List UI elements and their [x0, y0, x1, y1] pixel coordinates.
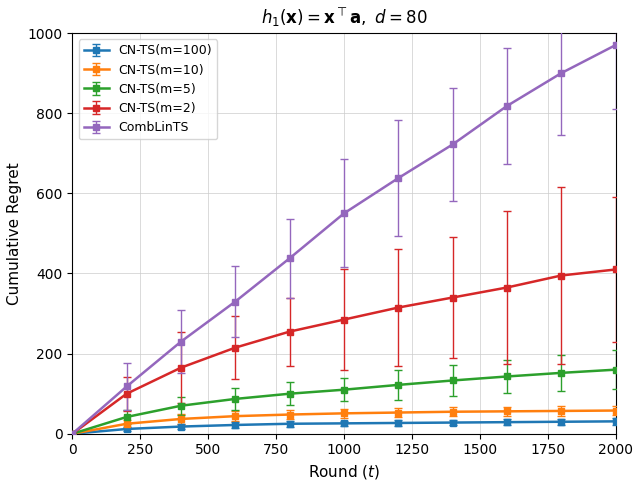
X-axis label: Round ($t$): Round ($t$): [308, 463, 380, 481]
Legend: CN-TS(m=100), CN-TS(m=10), CN-TS(m=5), CN-TS(m=2), CombLinTS: CN-TS(m=100), CN-TS(m=10), CN-TS(m=5), C…: [79, 40, 217, 140]
Title: $h_1(\mathbf{x}) = \mathbf{x}^\top\mathbf{a},\ d{=}80$: $h_1(\mathbf{x}) = \mathbf{x}^\top\mathb…: [260, 7, 428, 30]
Y-axis label: Cumulative Regret: Cumulative Regret: [7, 162, 22, 305]
